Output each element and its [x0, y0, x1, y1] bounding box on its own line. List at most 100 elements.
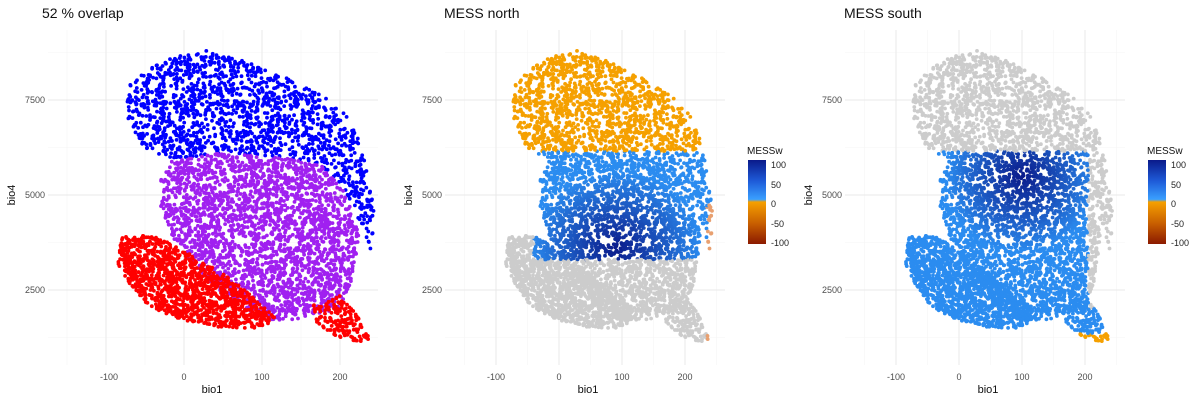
scatter-point	[209, 155, 213, 159]
scatter-point	[350, 137, 355, 142]
scatter-point	[208, 95, 212, 100]
scatter-point	[283, 303, 287, 308]
scatter-point	[226, 148, 231, 152]
scatter-point	[349, 231, 354, 236]
scatter-point	[257, 162, 262, 166]
scatter-point	[333, 147, 338, 152]
scatter-point	[283, 208, 288, 213]
scatter-point	[322, 210, 327, 215]
scatter-point	[345, 238, 349, 243]
scatter-point	[324, 138, 329, 143]
scatter-point	[327, 151, 332, 156]
scatter-point	[367, 240, 371, 244]
scatter-point	[199, 264, 204, 268]
scatter-point	[276, 74, 280, 79]
scatter-point	[300, 112, 305, 116]
scatter-point	[265, 141, 270, 146]
scatter-point	[227, 184, 232, 188]
scatter-point	[333, 273, 338, 277]
scatter-point	[279, 168, 284, 173]
scatter-point	[312, 156, 317, 160]
scatter-point	[364, 185, 369, 190]
scatter-point	[348, 277, 353, 281]
scatter-point	[211, 252, 216, 256]
scatter-point	[332, 158, 336, 163]
scatter-point	[302, 202, 307, 206]
scatter-point	[253, 289, 257, 294]
scatter-point	[273, 104, 277, 109]
scatter-point	[134, 102, 139, 107]
scatter-point	[238, 149, 243, 154]
scatter-point	[318, 214, 322, 218]
scatter-point	[313, 173, 318, 177]
scatter-point	[289, 259, 293, 264]
scatter-point	[253, 74, 258, 79]
scatter-point	[170, 147, 174, 151]
scatter-point	[257, 124, 261, 129]
scatter-point	[188, 133, 193, 138]
scatter-point	[369, 198, 374, 203]
scatter-point	[179, 126, 184, 131]
scatter-point	[193, 214, 198, 219]
scatter-point	[191, 133, 196, 138]
scatter-point	[330, 153, 334, 158]
scatter-point	[247, 272, 252, 277]
scatter-point	[312, 292, 317, 297]
scatter-point	[296, 230, 300, 235]
scatter-point	[338, 148, 343, 153]
scatter-point	[312, 219, 317, 223]
scatter-point	[248, 93, 252, 97]
scatter-point	[187, 64, 192, 69]
scatter-point	[230, 104, 235, 109]
scatter-point	[324, 198, 329, 203]
scatter-points	[116, 49, 376, 343]
scatter-point	[257, 82, 262, 87]
scatter-point	[336, 161, 341, 166]
scatter-point	[308, 93, 312, 97]
scatter-point	[293, 84, 297, 89]
scatter-point	[166, 188, 171, 193]
scatter-point	[175, 110, 179, 114]
scatter-point	[273, 187, 278, 192]
scatter-point	[169, 159, 174, 164]
scatter-point	[270, 203, 275, 208]
scatter-point	[188, 140, 193, 145]
scatter-point	[262, 235, 267, 240]
scatter-point	[175, 181, 180, 186]
scatter-point	[359, 213, 364, 218]
scatter-point	[365, 203, 370, 208]
scatter-point	[264, 192, 268, 197]
scatter-point	[203, 158, 208, 162]
scatter-point	[257, 295, 262, 300]
scatter-point	[359, 203, 364, 208]
scatter-point	[354, 185, 358, 190]
scatter-point	[290, 117, 294, 122]
scatter-point	[217, 182, 222, 187]
scatter-point	[168, 144, 173, 148]
scatter-point	[251, 178, 256, 183]
scatter-point	[162, 189, 166, 194]
scatter-point	[308, 249, 312, 253]
scatter-point	[172, 123, 177, 128]
scatter-point	[329, 272, 334, 277]
scatter-point	[278, 232, 282, 237]
scatter-point	[178, 60, 183, 65]
scatter-point	[218, 225, 223, 230]
scatter-point	[191, 171, 196, 176]
scatter-point	[368, 203, 372, 208]
scatter-point	[178, 130, 183, 135]
scatter-point	[190, 238, 195, 242]
scatter-point	[225, 159, 230, 164]
scatter-point	[310, 198, 315, 202]
scatter-point	[203, 212, 207, 217]
scatter-point	[214, 175, 219, 180]
scatter-point	[269, 143, 274, 148]
scatter-point	[349, 237, 354, 241]
scatter-point	[210, 111, 215, 115]
scatter-point	[308, 202, 313, 207]
scatter-point	[329, 162, 334, 166]
scatter-point	[172, 99, 177, 104]
scatter-point	[315, 211, 320, 215]
scatter-point	[323, 115, 328, 119]
scatter-point	[315, 243, 320, 248]
